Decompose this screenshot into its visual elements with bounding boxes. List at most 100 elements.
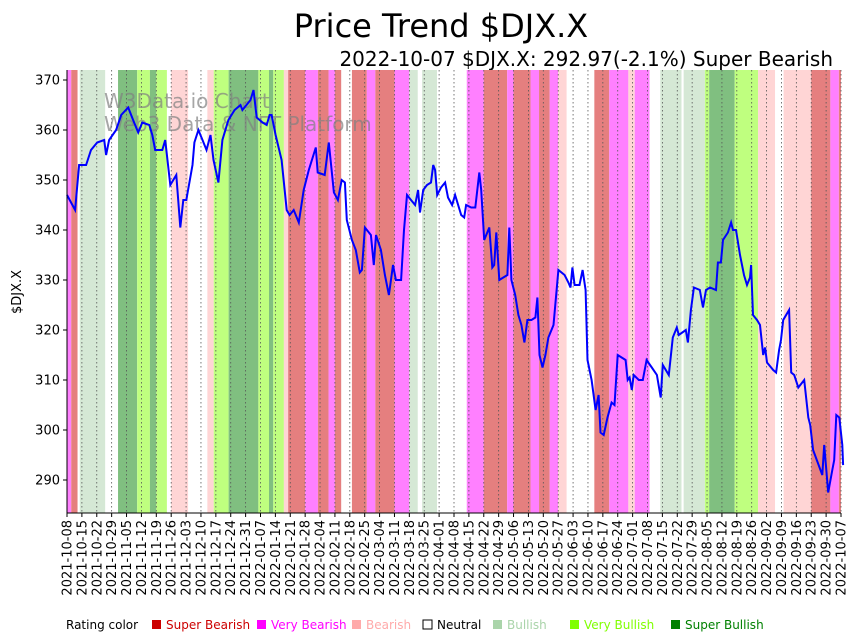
x-tick-label: 2022-03-04 [373,520,388,596]
band-bullish [422,70,437,513]
band-super-bearish [594,70,610,513]
band-bullish [79,70,106,513]
legend-swatch [570,620,579,629]
x-tick-label: 2022-03-18 [403,520,418,596]
legend-label: Bearish [366,618,411,632]
band-very-bullish [137,70,150,513]
x-tick-label: 2022-01-21 [284,520,299,596]
band-neutral [436,70,467,513]
x-tick-label: 2022-04-01 [433,520,448,596]
x-tick-label: 2022-01-28 [299,520,314,596]
x-tick-label: 2022-05-06 [507,520,522,596]
chart-subtitle: 2022-10-07 $DJX.X: 292.97(-2.1%) Super B… [339,47,833,71]
y-tick-label: 350 [35,174,60,189]
legend-swatch [152,620,161,629]
band-neutral [417,70,423,513]
band-super-bearish [838,70,841,513]
band-neutral [188,70,208,513]
x-tick-label: 2022-08-19 [730,520,745,596]
x-tick-label: 2022-09-16 [790,520,805,596]
x-tick-label: 2021-12-17 [209,520,224,596]
band-super-bullish [118,70,138,513]
y-tick-label: 330 [35,274,60,289]
legend-swatch [352,620,361,629]
x-tick-label: 2021-12-03 [180,520,195,596]
x-tick-label: 2022-06-24 [611,520,626,596]
band-very-bullish [273,70,284,513]
band-super-bearish [483,70,508,513]
band-super-bearish [375,70,395,513]
y-tick-label: 290 [35,474,60,489]
y-tick-label: 310 [35,374,60,389]
band-very-bearish [507,70,514,513]
x-tick-label: 2022-05-20 [537,520,552,596]
band-neutral [775,70,784,513]
band-bearish [628,70,635,513]
band-bullish [409,70,418,513]
price-line [66,89,845,493]
legend: Rating color Super Bearish Very Bearish Bea… [66,618,764,632]
x-tick-label: 2022-07-29 [686,520,701,596]
band-bearish [171,70,189,513]
band-bearish [207,70,214,513]
band-super-bullish [228,70,259,513]
x-tick-label: 2021-11-05 [120,520,135,596]
x-tick-label: 2021-10-15 [75,520,90,596]
band-super-bearish [539,70,550,513]
y-axis-label: $DJX.X [10,270,25,314]
y-tick-label: 320 [35,324,60,339]
x-tick-label: 2022-06-03 [567,520,582,596]
band-very-bearish [328,70,335,513]
band-neutral [681,70,684,513]
x-tick-label: 2021-11-12 [135,520,150,596]
x-tick-label: 2022-05-13 [522,520,537,596]
chart-title: Price Trend $DJX.X [294,7,588,45]
legend-label: Very Bullish [584,618,654,632]
band-bearish [783,70,812,513]
band-super-bearish [811,70,831,513]
x-tick-label: 2022-04-29 [492,520,507,596]
band-super-bullish [149,70,157,513]
band-super-bearish [288,70,306,513]
band-very-bullish [258,70,270,513]
x-tick-label: 2022-04-08 [448,520,463,596]
legend-swatch [422,619,433,630]
x-tick-label: 2022-06-17 [596,520,611,596]
legend-label: Bullish [507,618,547,632]
y-tick-label: 370 [35,74,60,89]
y-tick-label: 300 [35,424,60,439]
band-neutral [341,70,352,513]
x-tick-label: 2022-10-07 [835,520,850,596]
x-tick-label: 2022-02-25 [358,520,373,596]
legend-label: Super Bearish [166,618,250,632]
band-super-bearish [71,70,78,513]
band-very-bearish [305,70,318,513]
x-tick-label: 2021-12-10 [194,520,209,596]
x-tick-label: 2021-10-29 [105,520,120,596]
band-very-bearish [394,70,410,513]
x-tick-label: 2022-02-04 [314,520,329,596]
band-neutral [77,70,80,513]
x-tick-label: 2022-03-25 [418,520,433,596]
legend-label: Very Bearish [271,618,347,632]
band-very-bearish [67,70,72,513]
x-tick-label: 2022-09-02 [760,520,775,596]
x-tick-label: 2022-06-10 [581,520,596,596]
band-very-bearish [609,70,629,513]
x-tick-label: 2022-08-12 [715,520,730,596]
band-neutral [649,70,661,513]
x-tick-label: 2022-09-09 [775,520,790,596]
band-very-bullish [156,70,167,513]
band-bearish [558,70,567,513]
x-tick-label: 2022-07-22 [671,520,686,596]
legend-swatch [257,620,266,629]
band-bearish [283,70,289,513]
legend-swatch [671,620,680,629]
x-tick-label: 2022-02-11 [328,520,343,596]
x-tick-label: 2022-01-14 [269,520,284,596]
legend-label: Neutral [437,618,481,632]
band-very-bearish [634,70,650,513]
x-tick-label: 2021-11-26 [165,520,180,596]
y-tick-label: 340 [35,224,60,239]
